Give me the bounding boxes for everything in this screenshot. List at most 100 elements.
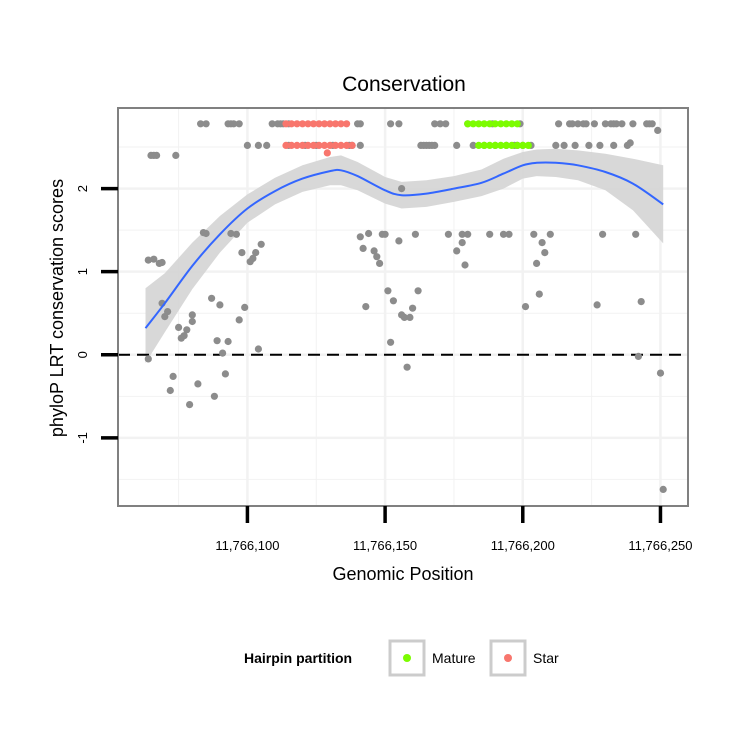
- smooth-trend-line: [144, 161, 664, 329]
- point-other: [403, 363, 411, 371]
- point-other: [166, 386, 174, 395]
- point-star: [309, 141, 318, 149]
- point-other: [153, 151, 161, 159]
- legend-dot-mature: [403, 654, 411, 662]
- x-axis: 11,766,100 11,766,150 11,766,200 11,766,250: [215, 506, 693, 553]
- point-other: [590, 120, 599, 128]
- point-star: [282, 141, 290, 149]
- point-other: [469, 141, 477, 149]
- y-axis-title: phyloP LRT conservation scores: [47, 179, 67, 437]
- point-other: [356, 120, 364, 128]
- point-star: [315, 120, 323, 128]
- point-other: [362, 303, 370, 311]
- point-other: [552, 141, 560, 149]
- point-other: [568, 120, 576, 128]
- loess-line: [144, 161, 664, 329]
- point-star: [331, 120, 340, 128]
- point-star: [304, 120, 312, 128]
- point-other: [596, 141, 604, 149]
- data-points: [144, 120, 667, 493]
- point-star: [337, 141, 345, 149]
- x-tick-label: 11,766,150: [353, 538, 417, 553]
- point-other: [411, 230, 419, 238]
- point-star: [287, 141, 296, 149]
- legend-item-star: Star: [489, 639, 559, 677]
- chart-title: Conservation: [342, 73, 466, 96]
- point-star: [323, 149, 331, 157]
- legend: Hairpin partition Mature Star: [244, 639, 559, 677]
- point-other: [144, 355, 152, 363]
- y-tick-label: 0: [75, 351, 90, 358]
- point-star: [282, 120, 290, 128]
- point-other: [601, 120, 610, 128]
- point-other: [634, 352, 643, 360]
- point-other: [213, 337, 221, 345]
- point-star: [309, 120, 318, 128]
- point-other: [409, 304, 417, 312]
- point-other: [373, 253, 381, 261]
- point-other: [232, 230, 240, 238]
- point-other: [356, 141, 364, 149]
- x-tick-label: 11,766,250: [628, 538, 692, 553]
- point-other: [268, 120, 276, 128]
- point-other: [400, 313, 408, 321]
- point-other: [202, 120, 210, 128]
- point-other: [243, 141, 251, 149]
- point-star: [315, 141, 323, 149]
- point-other: [582, 120, 590, 128]
- point-other: [395, 237, 403, 245]
- point-mature: [480, 120, 488, 128]
- point-other: [610, 141, 618, 149]
- point-mature: [475, 141, 483, 149]
- point-star: [304, 141, 312, 149]
- point-other: [224, 337, 232, 346]
- x-tick-label: 11,766,100: [215, 538, 279, 553]
- legend-label-mature: Mature: [432, 650, 476, 666]
- point-other: [453, 247, 461, 255]
- point-other: [238, 249, 246, 257]
- point-other: [169, 372, 177, 380]
- point-other: [183, 326, 191, 334]
- point-other: [384, 287, 392, 295]
- point-star: [348, 141, 356, 149]
- point-other: [555, 120, 563, 128]
- point-other: [387, 338, 395, 346]
- point-other: [224, 120, 232, 128]
- x-axis-title: Genomic Position: [332, 564, 473, 584]
- point-other: [637, 298, 645, 306]
- point-mature: [513, 141, 521, 149]
- legend-key-star: [489, 639, 527, 677]
- point-star: [287, 120, 296, 128]
- point-other: [453, 141, 461, 149]
- point-star: [331, 141, 340, 149]
- point-other: [241, 303, 249, 311]
- point-mature: [491, 120, 499, 128]
- point-mature: [497, 120, 505, 128]
- point-mature: [513, 120, 521, 128]
- point-other: [158, 258, 166, 267]
- point-other: [219, 349, 227, 357]
- point-star: [326, 120, 334, 128]
- point-mature: [508, 120, 516, 128]
- point-other: [486, 230, 494, 238]
- point-other: [464, 230, 472, 238]
- legend-label-star: Star: [533, 650, 559, 666]
- point-other: [208, 294, 216, 302]
- point-other: [560, 141, 568, 149]
- point-other: [530, 230, 538, 238]
- point-star: [293, 141, 301, 149]
- point-other: [458, 230, 466, 238]
- point-mature: [508, 141, 516, 149]
- point-other: [235, 120, 243, 128]
- point-other: [188, 311, 196, 319]
- point-mature: [486, 141, 494, 149]
- point-other: [252, 249, 260, 257]
- legend-title: Hairpin partition: [244, 650, 352, 666]
- x-tick-label: 11,766,200: [491, 538, 555, 553]
- point-other: [370, 247, 378, 255]
- point-other: [521, 303, 530, 311]
- point-star: [298, 120, 307, 128]
- point-other: [359, 244, 367, 252]
- point-other: [387, 120, 395, 128]
- point-other: [656, 369, 665, 377]
